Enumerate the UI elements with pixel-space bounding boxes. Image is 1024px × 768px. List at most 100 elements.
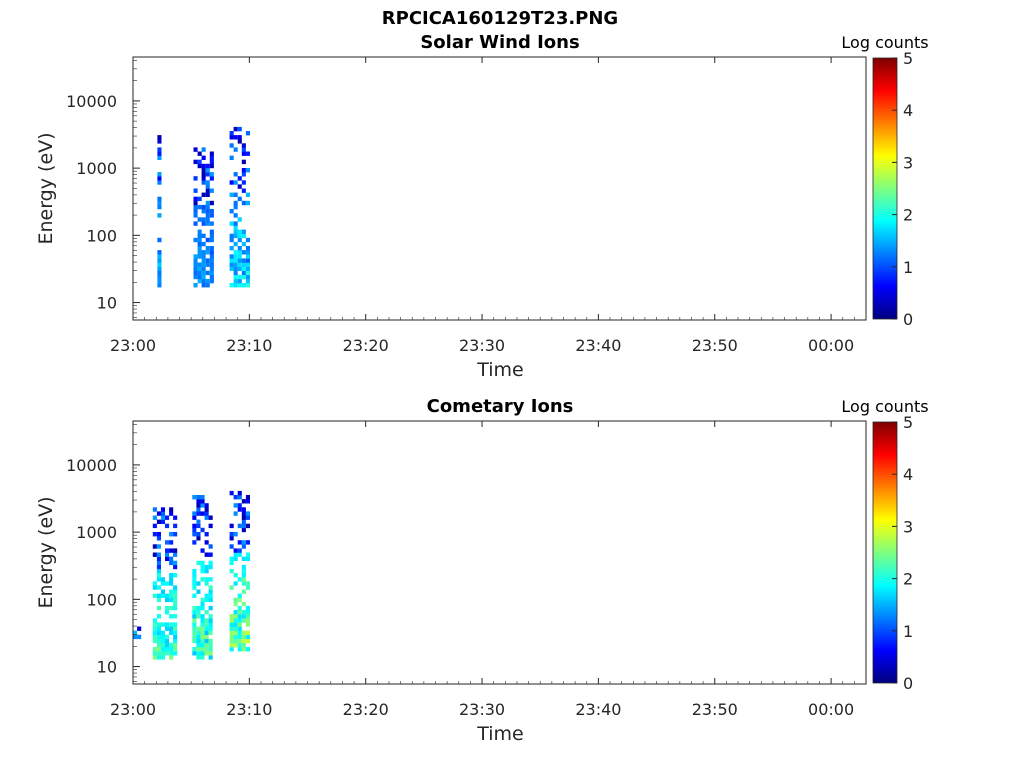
spectrogram-cell xyxy=(209,229,214,234)
spectrogram-cell xyxy=(208,630,213,635)
spectrogram-cell xyxy=(229,180,234,185)
spectrogram-cell xyxy=(173,585,178,590)
spectrogram-cell xyxy=(237,126,242,132)
panel-title: Solar Wind Ions xyxy=(420,32,579,53)
spectrogram-cell xyxy=(205,246,210,251)
spectrogram-cell xyxy=(245,499,250,504)
spectrogram-cell xyxy=(152,552,157,557)
spectrogram-cell xyxy=(196,532,201,537)
spectrogram-cell xyxy=(208,597,213,603)
spectrogram-cell xyxy=(205,270,210,276)
spectrogram-cell xyxy=(204,622,209,627)
spectrogram-cell xyxy=(208,618,213,623)
spectrogram-cell xyxy=(237,618,242,623)
spectrogram-cell xyxy=(237,622,242,627)
panel-title: Cometary Ions xyxy=(427,396,574,417)
spectrogram-cell xyxy=(192,651,197,656)
spectrogram-cell xyxy=(192,540,197,545)
spectrogram-cell xyxy=(196,499,201,504)
spectrogram-cell xyxy=(241,180,246,185)
spectrogram-cell xyxy=(233,634,238,640)
spectrogram-cell xyxy=(157,172,162,177)
spectrogram-cell xyxy=(233,229,238,234)
spectrogram-cell xyxy=(197,250,202,255)
spectrogram-cell xyxy=(233,626,238,631)
spectrogram-cell xyxy=(237,196,242,202)
y-tick-label: 10000 xyxy=(66,456,117,475)
spectrogram-cell xyxy=(192,605,197,611)
spectrogram-cell xyxy=(205,262,210,267)
spectrogram-cell xyxy=(157,237,162,243)
spectrogram-cell xyxy=(173,573,178,578)
spectrogram-cell xyxy=(200,647,205,652)
spectrogram-cell xyxy=(156,511,161,516)
spectrogram-cell xyxy=(160,515,165,520)
y-axis-label: Energy (eV) xyxy=(35,132,57,244)
spectrogram-cell xyxy=(237,642,242,648)
spectrogram-cell xyxy=(196,589,201,594)
spectrogram-cell xyxy=(152,507,157,512)
spectrogram-cell xyxy=(156,651,161,656)
spectrogram-cell xyxy=(237,523,242,529)
spectrogram-cell xyxy=(200,642,205,648)
spectrogram-cell xyxy=(173,638,178,644)
figure-title: RPCICA160129T23.PNG xyxy=(382,8,618,29)
spectrogram-cell xyxy=(245,610,250,615)
spectrogram-cell xyxy=(229,233,234,239)
spectrogram-cell xyxy=(192,585,197,590)
spectrogram-cell xyxy=(169,507,174,512)
x-axis-label: Time xyxy=(476,359,524,381)
spectrogram-cell xyxy=(201,262,206,267)
spectrogram-cell xyxy=(196,511,201,516)
colorbar-tick-label: 4 xyxy=(903,101,913,120)
x-tick-label: 23:20 xyxy=(343,336,389,355)
spectrogram-cell xyxy=(196,647,201,652)
spectrogram-cell xyxy=(208,622,213,627)
spectrogram-cell xyxy=(233,135,238,140)
spectrogram-cell xyxy=(204,597,209,603)
spectrogram-cell xyxy=(245,192,250,197)
colorbar xyxy=(872,421,898,684)
spectrogram-cell xyxy=(201,283,206,288)
spectrogram-cell xyxy=(173,515,178,520)
spectrogram-cell xyxy=(152,581,157,586)
spectrogram-cell xyxy=(208,651,213,656)
spectrogram-cell xyxy=(169,511,174,516)
spectrogram-cell xyxy=(204,630,209,635)
spectrogram-cell xyxy=(208,647,213,652)
spectrogram-cell xyxy=(208,560,213,566)
x-tick-label: 23:10 xyxy=(226,700,272,719)
spectrogram-cell xyxy=(193,213,198,218)
spectrogram-cell xyxy=(209,221,214,226)
spectrogram-cell xyxy=(196,642,201,648)
spectrogram-cell xyxy=(233,610,238,615)
y-tick-label: 10 xyxy=(97,294,117,313)
spectrogram-cell xyxy=(209,155,214,160)
spectrogram-cell xyxy=(241,151,246,156)
spectrogram-cell xyxy=(173,651,178,656)
spectrogram-cell xyxy=(165,605,170,611)
spectrogram-cell xyxy=(241,527,246,533)
spectrogram-cell xyxy=(209,151,214,156)
spectrogram-cell xyxy=(173,560,178,566)
spectrogram-cell xyxy=(233,532,238,537)
spectrogram-cell xyxy=(201,147,206,152)
spectrogram-cell xyxy=(157,151,162,156)
spectrogram-cell xyxy=(209,237,214,243)
spectrogram-cell xyxy=(229,630,234,635)
spectrogram-cell xyxy=(233,225,238,230)
x-tick-label: 23:30 xyxy=(459,336,505,355)
spectrogram-cell xyxy=(204,634,209,640)
spectrogram-cell xyxy=(241,511,246,516)
spectrogram-cell xyxy=(201,241,206,247)
spectrogram-cell xyxy=(237,266,242,271)
spectrogram-cell xyxy=(169,597,174,603)
spectrogram-cell xyxy=(201,250,206,255)
spectrogram-cell xyxy=(200,511,205,516)
spectrogram-cell xyxy=(209,209,214,214)
spectrogram-cell xyxy=(245,552,250,557)
spectrogram-cell xyxy=(205,237,210,243)
spectrogram-cell xyxy=(196,581,201,586)
spectrogram-cell xyxy=(204,515,209,520)
spectrogram-cell xyxy=(173,532,178,537)
